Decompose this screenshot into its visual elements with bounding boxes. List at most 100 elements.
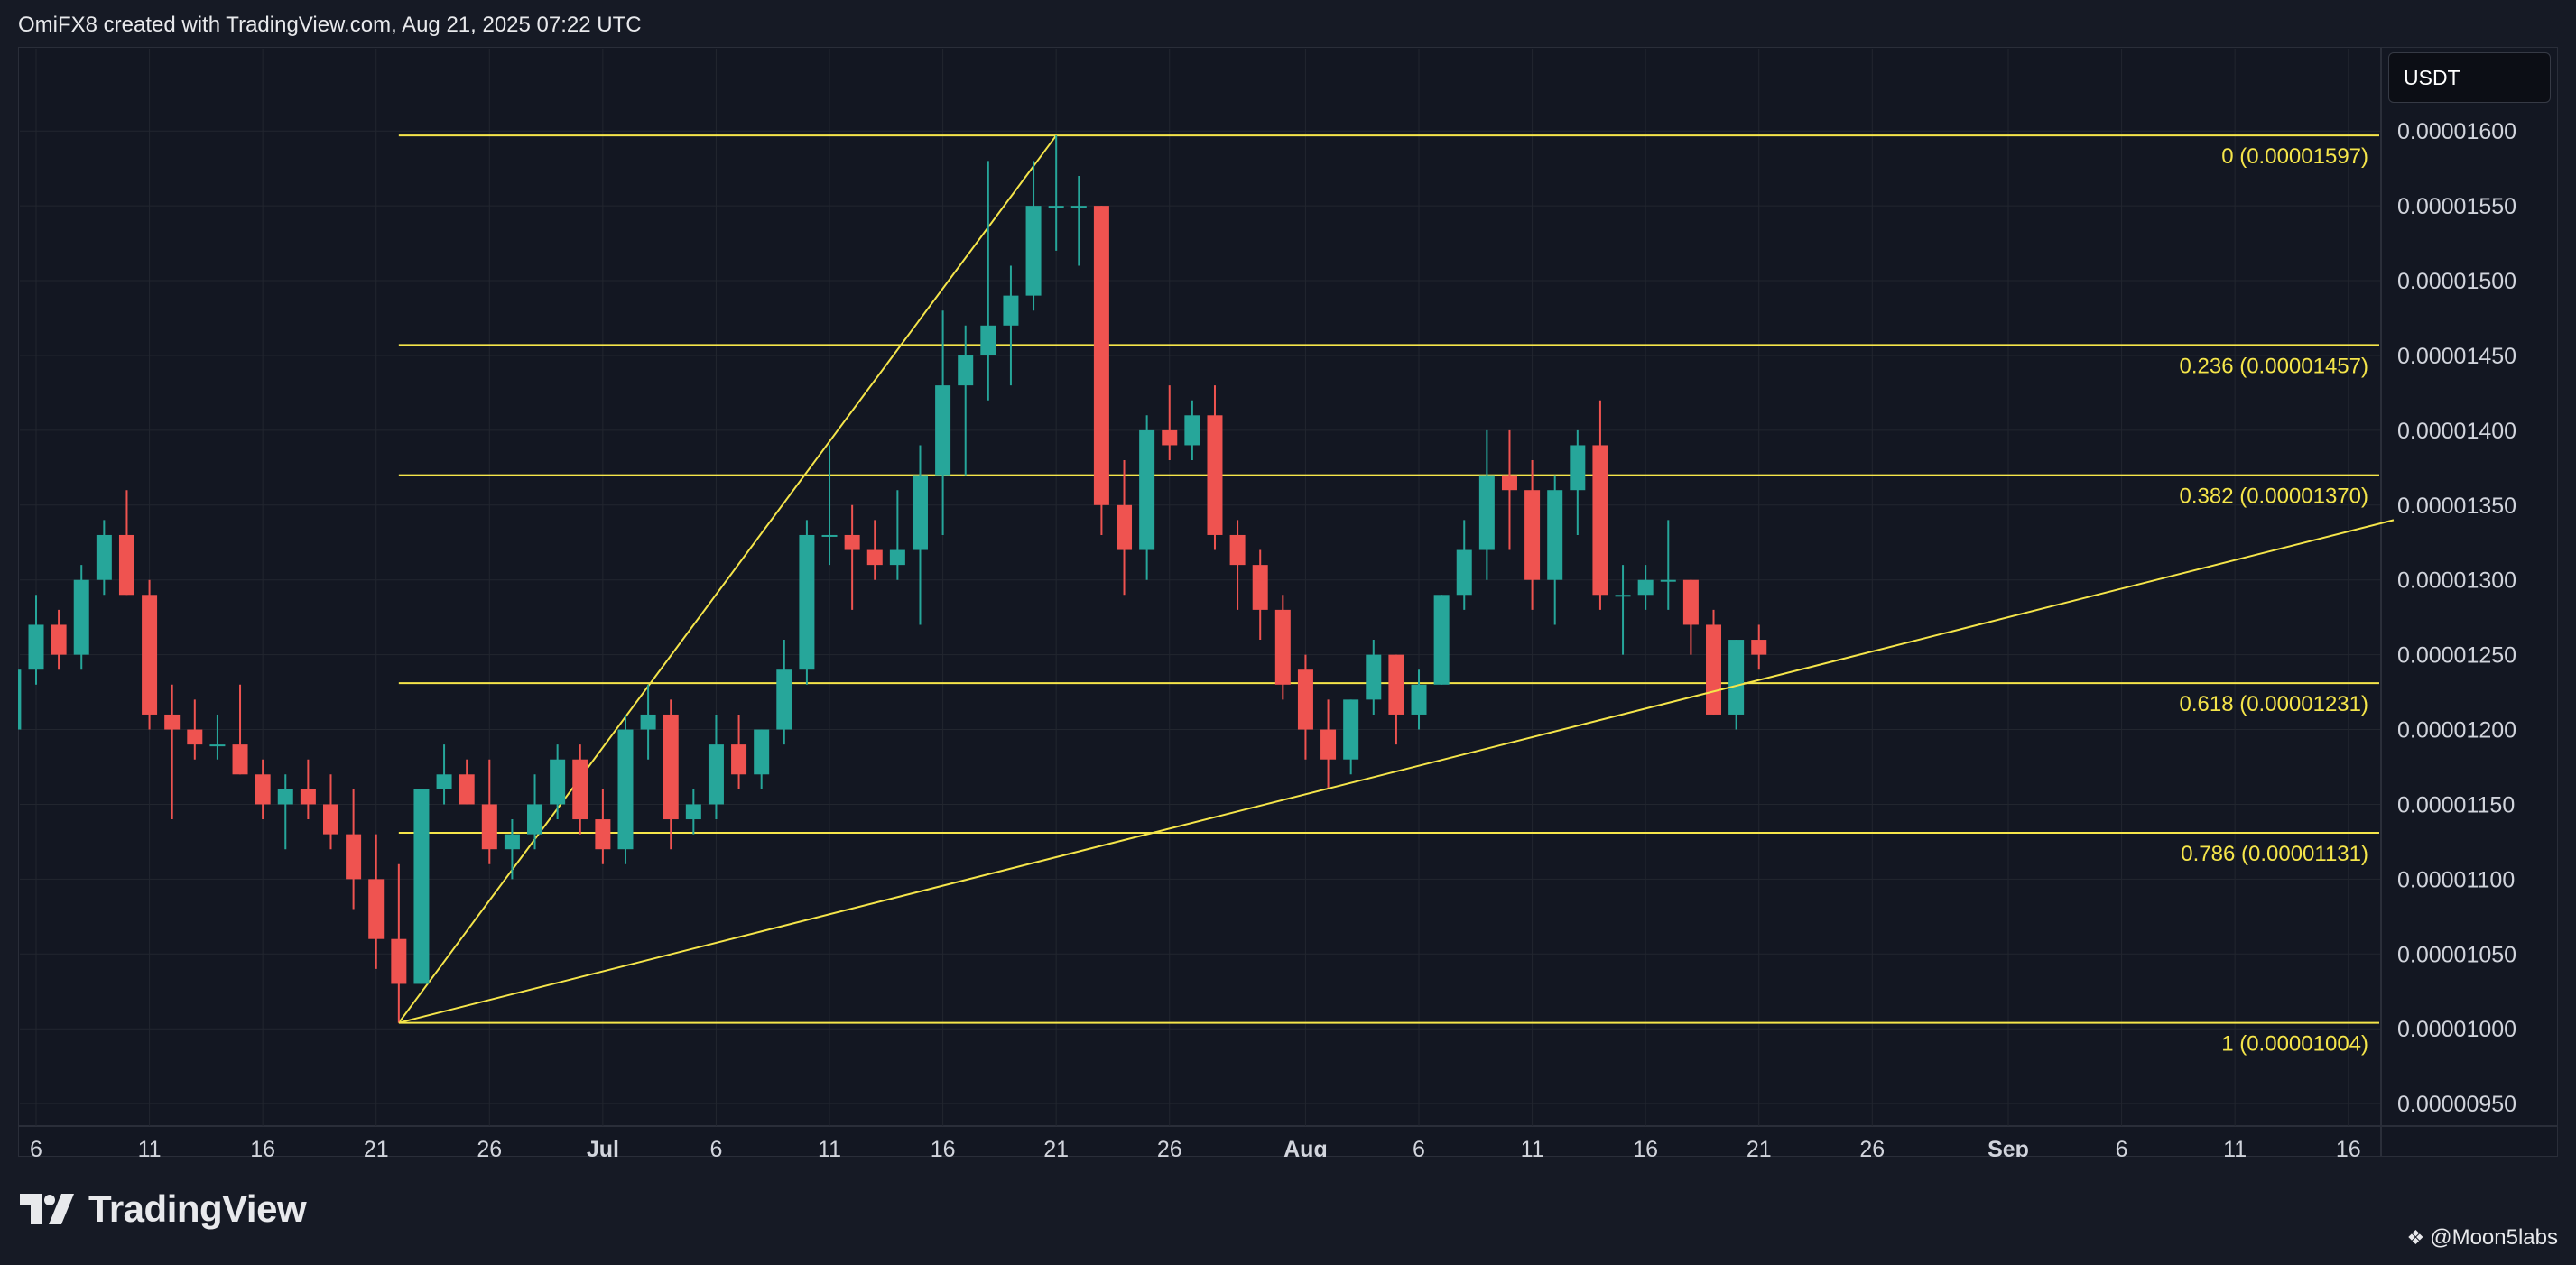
candle-body bbox=[663, 714, 679, 820]
candle bbox=[1388, 654, 1404, 745]
candles bbox=[18, 135, 1767, 1023]
price-axis[interactable]: 0.00000950 0.00001000 0.00001050 0.00001100… bbox=[2397, 119, 2516, 1117]
candle bbox=[28, 595, 44, 685]
candle-body bbox=[980, 325, 996, 355]
candle bbox=[550, 744, 566, 820]
candle bbox=[1411, 669, 1427, 730]
fib-level-label: 1 (0.00001004) bbox=[2221, 1032, 2368, 1057]
candle bbox=[708, 714, 724, 820]
candle-body bbox=[527, 804, 543, 835]
candle-body bbox=[18, 669, 22, 730]
watermark-text: @Moon5labs bbox=[2430, 1225, 2558, 1250]
candle-body bbox=[1003, 295, 1019, 326]
date-tick-label: 6 bbox=[709, 1137, 722, 1157]
candle bbox=[889, 490, 905, 580]
candle-body bbox=[1751, 640, 1767, 655]
fib-swing-line bbox=[398, 134, 1057, 1024]
candle bbox=[1139, 415, 1155, 580]
candle bbox=[118, 490, 134, 596]
candle bbox=[164, 684, 181, 820]
date-tick-label: Jul bbox=[587, 1137, 619, 1157]
trendlines[interactable] bbox=[398, 519, 2395, 1024]
candle-body bbox=[73, 579, 89, 655]
fib-level-label: 0.618 (0.00001231) bbox=[2179, 692, 2368, 716]
candle bbox=[1003, 265, 1019, 386]
candle bbox=[1025, 161, 1042, 311]
candle-body bbox=[1706, 624, 1722, 715]
price-tick-label: 0.00001150 bbox=[2397, 792, 2515, 817]
candle-body bbox=[118, 534, 134, 596]
candle bbox=[368, 834, 385, 969]
candle-body bbox=[1117, 504, 1133, 550]
date-tick-label: 16 bbox=[931, 1137, 956, 1157]
candle bbox=[685, 789, 701, 835]
candle bbox=[1252, 549, 1268, 641]
candle bbox=[1184, 400, 1200, 461]
price-tick-label: 0.00001550 bbox=[2397, 194, 2516, 219]
date-tick-label: 26 bbox=[1157, 1137, 1182, 1157]
candle-body bbox=[1093, 206, 1109, 505]
time-axis[interactable]: 6 11 16 21 26 Jul 6 11 16 21 26 Aug 6 11 16 21 26 Sep 6 11 1… bbox=[30, 1137, 2361, 1157]
date-tick-label: 6 bbox=[2116, 1137, 2128, 1157]
candle bbox=[322, 774, 338, 850]
candle-body bbox=[821, 534, 838, 537]
candle-body bbox=[1728, 640, 1745, 715]
candle-body bbox=[1388, 654, 1404, 715]
candle bbox=[1229, 520, 1246, 610]
candle bbox=[1048, 135, 1064, 251]
price-tick-label: 0.00001350 bbox=[2397, 494, 2516, 519]
candle-body bbox=[504, 834, 520, 850]
date-tick-label: 16 bbox=[1633, 1137, 1658, 1157]
candle-body bbox=[1320, 729, 1337, 760]
candle-body bbox=[413, 789, 430, 984]
tradingview-logo[interactable]: TradingView bbox=[20, 1187, 307, 1231]
candle bbox=[300, 759, 316, 820]
price-tick-label: 0.00001450 bbox=[2397, 344, 2516, 369]
currency-selector[interactable]: USDT bbox=[2388, 52, 2551, 103]
candle bbox=[346, 789, 362, 910]
grid-lines bbox=[18, 47, 2558, 1157]
candle bbox=[504, 819, 520, 880]
candle bbox=[187, 699, 203, 760]
candle bbox=[1070, 175, 1087, 266]
price-tick-label: 0.00001000 bbox=[2397, 1017, 2516, 1042]
candle-body bbox=[481, 804, 497, 850]
candle-body bbox=[1592, 445, 1608, 596]
candle-body bbox=[1252, 565, 1268, 610]
candle bbox=[459, 759, 475, 805]
candle bbox=[1320, 699, 1337, 789]
candle-body bbox=[617, 729, 634, 850]
candle-body bbox=[322, 804, 338, 835]
candle-body bbox=[799, 534, 815, 670]
author-watermark: ❖ @Moon5labs bbox=[2406, 1225, 2558, 1251]
date-tick-label: 11 bbox=[138, 1137, 162, 1157]
candle-body bbox=[391, 938, 407, 984]
candle-body bbox=[1048, 206, 1064, 208]
candle bbox=[1751, 624, 1767, 670]
candle bbox=[18, 669, 22, 730]
candle-body bbox=[1524, 490, 1541, 580]
candle-body bbox=[685, 804, 701, 820]
candle bbox=[1547, 475, 1563, 625]
candle-body bbox=[96, 534, 112, 580]
candle-body bbox=[844, 534, 860, 550]
candle bbox=[1570, 429, 1586, 535]
candle bbox=[980, 161, 996, 401]
candle bbox=[1343, 699, 1359, 775]
date-tick-label: 21 bbox=[1747, 1137, 1772, 1157]
candle bbox=[912, 445, 928, 625]
price-tick-label: 0.00000950 bbox=[2397, 1092, 2516, 1117]
fibonacci-retracement[interactable]: 0 (0.00001597) 0.236 (0.00001457) 0.382 (0… bbox=[398, 134, 2379, 1057]
candle-body bbox=[1637, 579, 1654, 596]
candle bbox=[1615, 565, 1631, 655]
candle-body bbox=[1297, 669, 1313, 730]
candle-body bbox=[958, 355, 974, 386]
price-tick-label: 0.00001600 bbox=[2397, 119, 2516, 144]
candle-body bbox=[232, 744, 248, 775]
candlestick-chart[interactable]: 0 (0.00001597) 0.236 (0.00001457) 0.382 (0… bbox=[18, 47, 2558, 1157]
date-tick-label: 21 bbox=[364, 1137, 389, 1157]
candle-body bbox=[1025, 206, 1042, 296]
candle-body bbox=[708, 744, 724, 805]
date-tick-label: 11 bbox=[818, 1137, 841, 1157]
candle-body bbox=[1274, 609, 1291, 685]
